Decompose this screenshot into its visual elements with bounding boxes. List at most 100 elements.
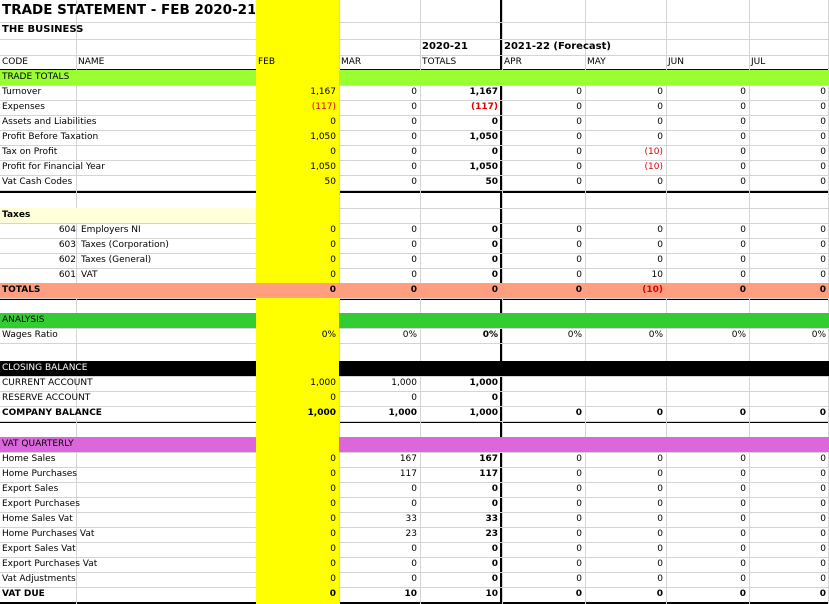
cell-jun[interactable]: 0 [740,132,746,142]
cell-mar[interactable]: 0 [411,102,417,112]
cell-may[interactable]: (10) [644,147,663,157]
cell-may[interactable]: (10) [644,162,663,172]
cell-may[interactable]: 10 [651,270,663,280]
cell-feb[interactable]: 50 [324,177,336,187]
cell-may[interactable]: 0 [657,454,663,464]
cell-jun[interactable]: 0 [740,529,746,539]
cell-totals[interactable]: 0 [491,393,498,403]
cell-may[interactable]: 0 [657,529,663,539]
cell-jul[interactable]: 0 [820,147,826,157]
cell-jun[interactable]: 0 [740,544,746,554]
cell-jul[interactable]: 0 [820,132,826,142]
cell-apr[interactable]: 0 [576,255,582,265]
cell-mar[interactable]: 0 [411,255,417,265]
cell-apr[interactable]: 0 [576,87,582,97]
cell-totals[interactable]: 33 [485,514,498,524]
cell-jul[interactable]: 0 [819,589,826,599]
cell-jul[interactable]: 0 [819,408,826,418]
cell-totals[interactable]: 50 [485,177,498,187]
cell-jun[interactable]: 0 [740,514,746,524]
cell-feb[interactable]: 0 [330,393,336,403]
cell-jun[interactable]: 0% [731,330,746,340]
cell-mar[interactable]: 1,000 [388,408,417,418]
cell-jul[interactable]: 0 [819,285,826,295]
cell-mar[interactable]: 0 [411,177,417,187]
cell-jul[interactable]: 0 [820,544,826,554]
cell-may[interactable]: 0 [657,132,663,142]
cell-apr[interactable]: 0 [576,117,582,127]
cell-mar[interactable]: 0 [411,559,417,569]
cell-apr[interactable]: 0 [576,240,582,250]
cell-apr[interactable]: 0 [575,285,582,295]
cell-jun[interactable]: 0 [740,117,746,127]
cell-feb[interactable]: 0% [321,330,336,340]
cell-totals[interactable]: 0 [491,270,498,280]
cell-totals[interactable]: (117) [470,102,498,112]
cell-mar[interactable]: 10 [404,589,417,599]
cell-may[interactable]: 0 [657,469,663,479]
cell-feb[interactable]: 0 [329,589,336,599]
cell-apr[interactable]: 0 [576,132,582,142]
cell-apr[interactable]: 0 [576,225,582,235]
cell-totals[interactable]: 23 [485,529,498,539]
cell-totals[interactable]: 0 [491,255,498,265]
cell-jun[interactable]: 0 [740,177,746,187]
cell-jun[interactable]: 0 [740,225,746,235]
cell-apr[interactable]: 0 [576,162,582,172]
cell-may[interactable]: 0 [657,87,663,97]
cell-mar[interactable]: 0 [411,393,417,403]
cell-jul[interactable]: 0 [820,87,826,97]
cell-may[interactable]: 0 [656,589,663,599]
cell-feb[interactable]: 1,167 [310,87,336,97]
cell-feb[interactable]: (117) [311,102,336,112]
cell-jul[interactable]: 0 [820,225,826,235]
cell-apr[interactable]: 0 [576,484,582,494]
cell-mar[interactable]: 0 [411,225,417,235]
cell-may[interactable]: 0 [657,544,663,554]
cell-jun[interactable]: 0 [740,240,746,250]
cell-mar[interactable]: 0 [411,162,417,172]
cell-totals[interactable]: 0 [491,559,498,569]
cell-feb[interactable]: 0 [330,484,336,494]
cell-feb[interactable]: 1,050 [310,162,336,172]
cell-may[interactable]: 0 [657,484,663,494]
cell-jul[interactable]: 0 [820,484,826,494]
cell-apr[interactable]: 0 [576,499,582,509]
cell-totals[interactable]: 1,050 [469,132,498,142]
cell-apr[interactable]: 0 [576,514,582,524]
cell-apr[interactable]: 0 [576,574,582,584]
cell-feb[interactable]: 0 [330,454,336,464]
cell-jul[interactable]: 0 [820,162,826,172]
cell-may[interactable]: 0 [656,408,663,418]
cell-feb[interactable]: 1,000 [307,408,336,418]
cell-apr[interactable]: 0 [576,469,582,479]
cell-totals[interactable]: 0 [491,544,498,554]
cell-jul[interactable]: 0 [820,240,826,250]
cell-totals[interactable]: 117 [479,469,498,479]
cell-feb[interactable]: 0 [330,469,336,479]
cell-jun[interactable]: 0 [740,147,746,157]
cell-mar[interactable]: 0 [411,574,417,584]
cell-may[interactable]: 0 [657,225,663,235]
cell-feb[interactable]: 1,000 [310,378,336,388]
cell-jul[interactable]: 0 [820,270,826,280]
cell-totals[interactable]: 0 [491,499,498,509]
cell-may[interactable]: 0 [657,255,663,265]
cell-jul[interactable]: 0 [820,469,826,479]
cell-apr[interactable]: 0 [576,559,582,569]
cell-totals[interactable]: 167 [479,454,498,464]
cell-apr[interactable]: 0 [576,102,582,112]
cell-jun[interactable]: 0 [740,255,746,265]
cell-apr[interactable]: 0 [575,589,582,599]
cell-mar[interactable]: 0 [411,132,417,142]
cell-mar[interactable]: 1,000 [391,378,417,388]
cell-feb[interactable]: 0 [330,147,336,157]
cell-feb[interactable]: 0 [330,240,336,250]
cell-feb[interactable]: 0 [330,559,336,569]
cell-apr[interactable]: 0 [575,408,582,418]
cell-jul[interactable]: 0 [820,177,826,187]
cell-jun[interactable]: 0 [740,469,746,479]
cell-jun[interactable]: 0 [739,285,746,295]
cell-mar[interactable]: 23 [405,529,417,539]
cell-feb[interactable]: 0 [330,225,336,235]
